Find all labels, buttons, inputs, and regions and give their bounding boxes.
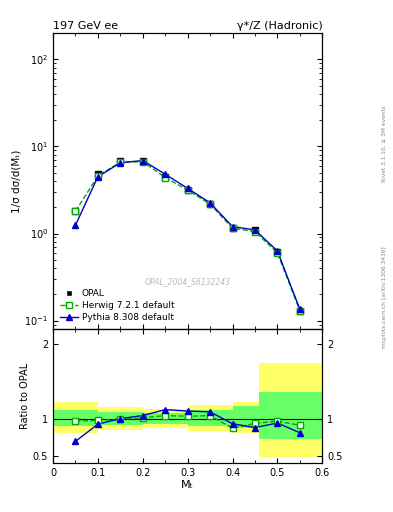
Bar — [98, 412, 143, 424]
Bar — [143, 409, 188, 428]
Text: Rivet 3.1.10, ≥ 3M events: Rivet 3.1.10, ≥ 3M events — [382, 105, 387, 182]
Bar — [143, 413, 188, 424]
Y-axis label: Ratio to OPAL: Ratio to OPAL — [20, 363, 30, 429]
Bar — [233, 406, 259, 428]
X-axis label: Mₜ: Mₜ — [181, 480, 194, 489]
Bar — [259, 392, 322, 439]
Bar — [188, 405, 233, 431]
Legend: OPAL, Herwig 7.2.1 default, Pythia 8.308 default: OPAL, Herwig 7.2.1 default, Pythia 8.308… — [57, 287, 177, 325]
Text: 197 GeV ee: 197 GeV ee — [53, 21, 118, 31]
Bar — [259, 362, 322, 457]
Bar — [188, 410, 233, 426]
Bar — [53, 410, 98, 426]
Text: γ*/Z (Hadronic): γ*/Z (Hadronic) — [237, 21, 322, 31]
Bar — [233, 402, 259, 434]
Bar — [98, 408, 143, 430]
Text: mcplots.cern.ch [arXiv:1306.3436]: mcplots.cern.ch [arXiv:1306.3436] — [382, 246, 387, 348]
Bar — [53, 402, 98, 434]
Y-axis label: 1/σ dσ/d(Mₜ): 1/σ dσ/d(Mₜ) — [11, 150, 22, 213]
Text: OPAL_2004_S6132243: OPAL_2004_S6132243 — [145, 277, 231, 286]
